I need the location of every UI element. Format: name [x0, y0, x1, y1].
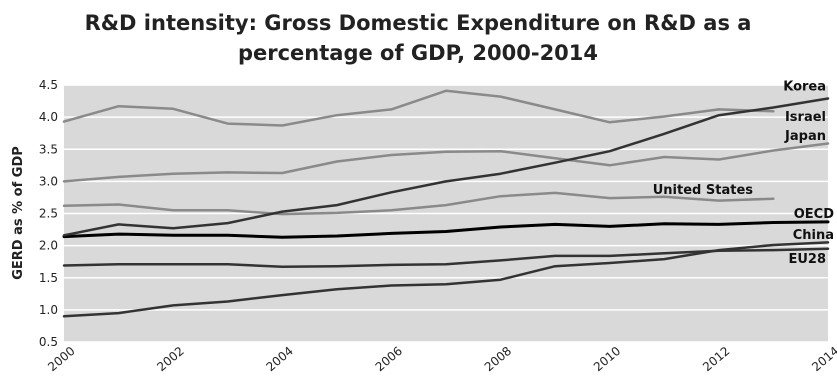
chart-title-line1: R&D intensity: Gross Domestic Expenditur…: [85, 11, 752, 35]
series-line-israel: [62, 89, 775, 127]
series-lines: [62, 89, 830, 318]
y-axis-ticks: 0.5 1.0 1.5 2.0 2.5 3.0 3.5 4.0 4.5: [39, 78, 58, 349]
y-tick-label: 1.5: [39, 271, 58, 285]
series-label-eu28: EU28: [788, 252, 826, 267]
series-line-china: [62, 241, 830, 318]
y-tick-label: 3.0: [39, 174, 58, 188]
x-tick-label: 2014: [809, 344, 837, 374]
series-labels: Korea Israel Japan United States OECD China EU…: [653, 79, 834, 267]
y-tick-label: 2.0: [39, 239, 58, 253]
y-tick-label: 2.5: [39, 207, 58, 221]
y-axis-label: GERD as % of GDP: [11, 146, 26, 280]
x-tick-label: 2008: [482, 344, 514, 374]
x-tick-label: 2012: [700, 344, 732, 374]
series-label-china: China: [793, 228, 834, 243]
series-label-korea: Korea: [783, 79, 826, 94]
series-line-united-states: [62, 191, 775, 216]
series-line-korea: [62, 97, 830, 237]
y-tick-label: 4.0: [39, 110, 58, 124]
series-line-eu28: [62, 247, 830, 269]
series-label-japan: Japan: [784, 129, 826, 144]
y-tick-label: 0.5: [39, 335, 58, 349]
x-tick-label: 2004: [264, 344, 296, 374]
x-axis-ticks: 2000 2002 2004 2006 2008 2010 2012 2014: [45, 344, 837, 374]
x-tick-label: 2006: [373, 344, 405, 374]
x-tick-label: 2002: [154, 344, 186, 374]
y-tick-label: 3.5: [39, 142, 58, 156]
series-line-oecd: [62, 220, 830, 239]
y-tick-label: 1.0: [39, 303, 58, 317]
series-line-japan: [62, 142, 830, 183]
series-label-united-states: United States: [653, 183, 754, 198]
x-tick-label: 2010: [591, 344, 623, 374]
y-tick-label: 4.5: [39, 78, 58, 92]
series-label-israel: Israel: [785, 110, 826, 125]
series-label-oecd: OECD: [794, 207, 834, 222]
chart-title-line2: percentage of GDP, 2000-2014: [238, 41, 598, 65]
